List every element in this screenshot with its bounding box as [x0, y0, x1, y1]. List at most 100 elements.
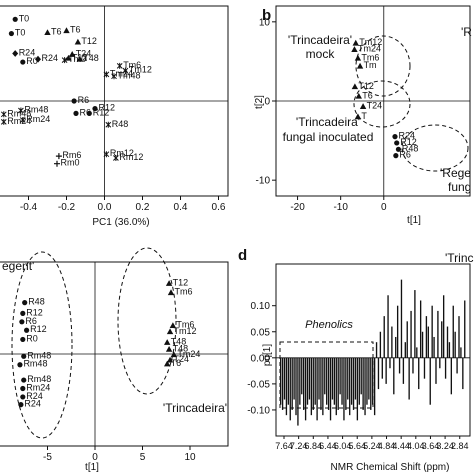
loading-bar: [431, 305, 433, 358]
panel-b-point: [354, 54, 362, 61]
panel-c-point: [20, 336, 26, 343]
panel-b-xtick-label: -10: [333, 202, 348, 213]
loading-bar: [343, 357, 345, 421]
panel-c-xtick-label: -5: [43, 452, 52, 463]
panel-a-point: [111, 73, 117, 80]
panel-d-frame: [275, 263, 471, 437]
panel-a-point: [8, 30, 14, 37]
panel-c-point: [18, 402, 24, 408]
panel-c-point: [170, 351, 178, 358]
panel-a-point: [69, 51, 76, 57]
panel-b-point-label: Tm6: [361, 52, 379, 62]
panel-d-ytick-label: 0.10: [251, 301, 271, 312]
loading-bar: [377, 357, 380, 390]
panel-a-point: [18, 107, 24, 114]
panel-c-point-label: R24: [24, 399, 41, 409]
panel-b-point: [352, 39, 359, 46]
panel-c-point: [20, 310, 26, 316]
loading-bar: [398, 357, 401, 374]
panel-b-xtick-label: -20: [290, 202, 305, 213]
loading-bar: [464, 300, 466, 358]
panel-c-point-label: R24: [26, 391, 43, 401]
annotation-regent-fungal-line2: fung: [448, 180, 471, 194]
loading-bar: [460, 347, 462, 358]
panel-a-point: [0, 118, 7, 125]
loading-bar: [458, 316, 460, 358]
panel-d-ytick-label: -0.10: [247, 405, 270, 416]
panel-d-ylabel: pq[1]: [262, 344, 273, 366]
panel-a-point: [73, 110, 79, 116]
group-ellipse-trincadeira-c: [117, 247, 177, 395]
loading-bar: [412, 357, 414, 374]
loading-bar: [452, 305, 454, 358]
panel-c-point-label: R6: [25, 316, 37, 326]
panel-c-point: [165, 280, 173, 286]
panel-b-point: [355, 92, 362, 99]
loading-bar: [356, 357, 359, 421]
panel-d-xtick-label: 5.64: [348, 441, 366, 451]
panel-c-point-label: T6: [171, 358, 182, 368]
group-ellipse-fungal: [353, 80, 411, 128]
panel-c-point-label: T48: [173, 343, 189, 353]
panel-c-point-label: Rm24: [26, 383, 50, 393]
annotation-mock-line2: mock: [306, 47, 336, 61]
annotation-regent-mock: 'R: [461, 25, 472, 39]
loading-bar: [462, 357, 464, 390]
panel-a-point: [92, 106, 98, 112]
annotation-phenolics: Phenolics: [305, 319, 353, 331]
panel-a-point-label: R24: [19, 48, 36, 58]
annotation-regent-fungal-line1: 'Rege: [440, 166, 471, 180]
panel-d-xtick-label: 5.24: [363, 441, 381, 451]
loading-bar: [416, 347, 418, 358]
panel-c-point-label: Tm6: [176, 320, 194, 330]
loading-bar: [404, 342, 406, 358]
loading-bar: [437, 310, 439, 358]
loading-bar: [320, 357, 322, 410]
panel-c-point-label: Tm24: [177, 349, 200, 359]
panel-a-point-label: R6: [80, 107, 92, 117]
panel-c-point-label: R48: [28, 297, 45, 307]
loading-bar: [287, 357, 290, 405]
panel-b-ylabel: t[2]: [254, 95, 265, 109]
panel-a-xtick-label: 0.2: [136, 202, 150, 213]
loading-bar: [335, 357, 337, 416]
panel-a-point: [65, 54, 72, 61]
loading-bar: [419, 300, 422, 358]
panel-c-xtick-label: 10: [184, 452, 196, 463]
panel-c-point: [165, 346, 173, 352]
panel-d-xtick-label: 7.64: [275, 441, 293, 451]
loading-bar: [370, 357, 372, 410]
panel-b-point: [395, 146, 402, 152]
panel-a-point: [71, 98, 77, 104]
chart-marks: -0.4-0.20.00.20.40.6T0T0T6T6T12T12R24R24…: [0, 5, 471, 463]
panel-a-point-label: R12: [93, 107, 110, 117]
loading-bar: [285, 357, 288, 416]
loading-bar: [406, 321, 408, 358]
panel-a-point-label: T6: [51, 27, 62, 37]
panel-a-point-label: T0: [15, 28, 26, 38]
loading-bar: [423, 357, 426, 379]
panel-c-point-label: T12: [173, 277, 189, 287]
panel-c-point: [166, 356, 174, 363]
loading-bar: [385, 357, 387, 384]
loading-bar: [316, 357, 318, 421]
loading-bar: [289, 357, 291, 421]
panel-a-point-label: T6: [70, 25, 81, 35]
panel-a-point: [35, 55, 41, 63]
panel-d-xtick-label: 3.24: [436, 441, 454, 451]
loading-bar: [441, 321, 443, 358]
loading-bar: [283, 357, 286, 400]
panel-c-point: [167, 289, 175, 296]
loading-bar: [418, 357, 420, 390]
loading-bar: [429, 357, 431, 405]
loading-bar: [373, 357, 376, 416]
panel-d-ytick-label: -0.05: [247, 379, 270, 390]
loading-bar: [314, 357, 316, 405]
loading-bar: [324, 357, 326, 395]
panel-a-xtick-label: 0.4: [174, 202, 188, 213]
panel-a-point: [122, 67, 129, 74]
loading-bar: [280, 357, 282, 405]
panel-d-xtick-label: 4.44: [392, 441, 410, 451]
group-ellipse-mock: [355, 35, 411, 97]
